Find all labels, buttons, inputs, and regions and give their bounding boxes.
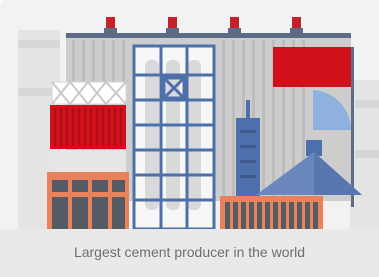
cement-plant-illustration	[0, 0, 379, 229]
feature-card: Largest cement producer in the world	[0, 0, 379, 277]
caption: Largest cement producer in the world	[0, 229, 379, 277]
